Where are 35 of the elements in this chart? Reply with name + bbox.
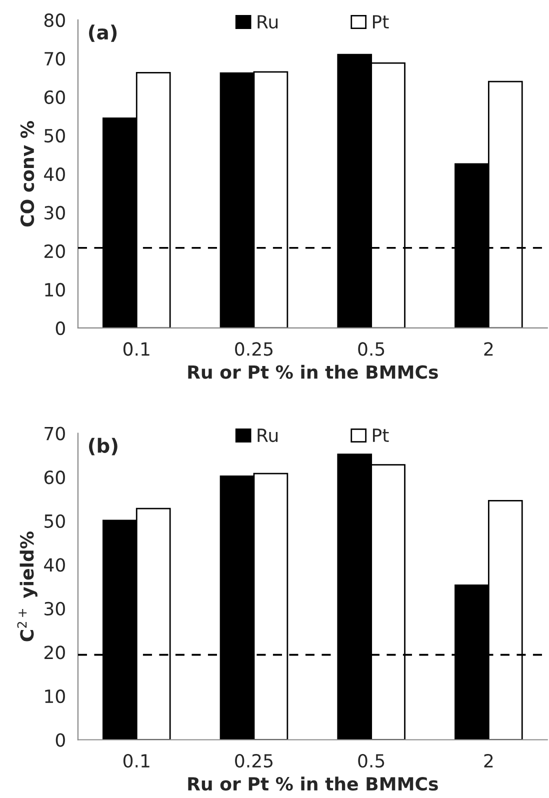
y-tick-label: 30 — [44, 602, 65, 616]
y-tick-label: 10 — [45, 282, 65, 297]
y-tick-label: 50 — [44, 128, 65, 143]
y-tick-label: 60 — [44, 90, 65, 104]
x-tick-label: 0.5 — [358, 342, 384, 356]
y-tick-label: 0 — [56, 321, 65, 336]
y-tick-label: 50 — [44, 514, 65, 528]
x-tick-label: 0.5 — [358, 754, 384, 768]
x-tick-label: 0.1 — [123, 754, 150, 768]
chart-title: (a) — [89, 24, 117, 42]
legend-label: Pt — [373, 428, 389, 442]
x-tick-label: 2 — [484, 754, 493, 768]
y-axis-title: C$^{2+}$ yield% — [17, 532, 38, 642]
x-tick-label: 0.25 — [235, 342, 273, 356]
y-tick-label: 70 — [44, 426, 65, 440]
x-axis-title: Ru or Pt % in the BMMCs — [188, 776, 438, 791]
y-tick-label: 20 — [44, 244, 65, 258]
chart-title: (b) — [89, 438, 118, 456]
legend-label: Ru — [258, 428, 278, 442]
y-tick-label: 30 — [44, 206, 65, 220]
legend-label: Pt — [373, 15, 389, 28]
y-tick-label: 10 — [45, 689, 65, 704]
x-axis-title: Ru or Pt % in the BMMCs — [188, 364, 438, 379]
y-tick-label: 40 — [44, 558, 65, 572]
y-tick-label: 60 — [44, 470, 65, 484]
y-tick-label: 20 — [44, 646, 65, 660]
x-tick-label: 2 — [484, 342, 493, 356]
y-tick-label: 0 — [56, 733, 65, 747]
x-tick-label: 0.1 — [123, 342, 150, 356]
legend-label: Ru — [258, 15, 278, 29]
x-tick-label: 0.25 — [235, 754, 273, 768]
y-axis-title: CO conv % — [20, 121, 34, 227]
y-tick-label: 80 — [44, 13, 65, 28]
y-tick-label: 70 — [44, 52, 65, 66]
y-tick-label: 40 — [44, 167, 65, 182]
